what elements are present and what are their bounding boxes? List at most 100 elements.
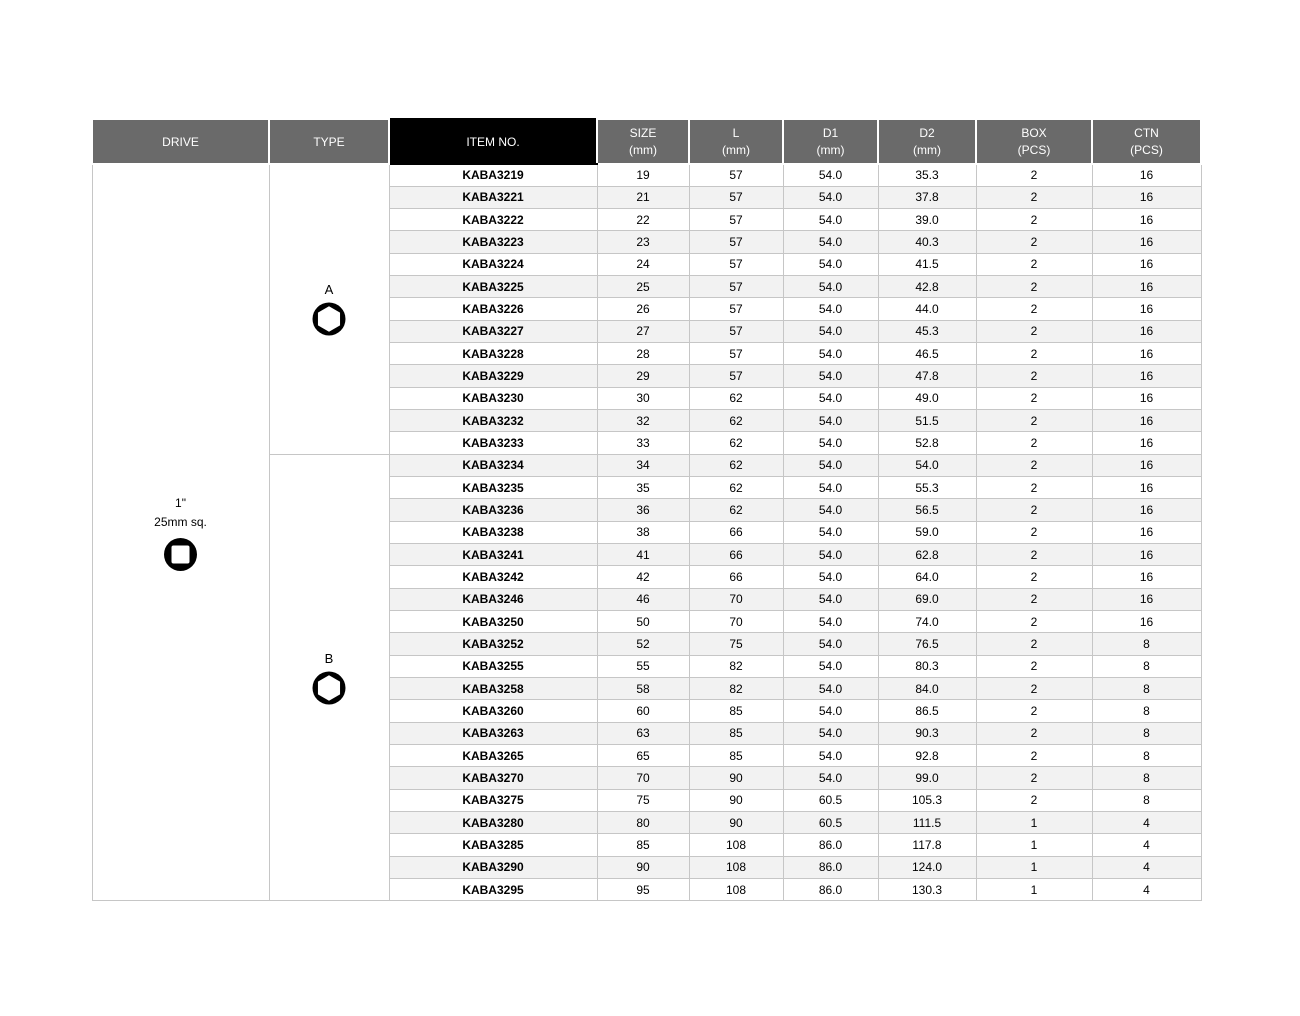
item-no-cell: KABA3295 xyxy=(388,877,598,902)
table-row: 1" 25mm sq. A KABA3219 19 57 54.0 35.3 2 16 xyxy=(91,163,1202,902)
table-row: KABA3227 27 57 54.0 45.3 2 16 xyxy=(92,319,1202,344)
ctn-cell: 16 xyxy=(1091,610,1202,634)
item-no-cell: KABA3226 xyxy=(388,297,598,321)
d2-cell: 117.8 xyxy=(877,833,977,857)
d2-cell: 62.8 xyxy=(877,543,977,567)
d1-cell: 54.0 xyxy=(782,721,879,746)
d2-cell: 74.0 xyxy=(877,610,977,634)
ctn-cell: 16 xyxy=(1091,185,1202,210)
table-row: KABA3235 35 62 54.0 55.3 2 16 xyxy=(92,476,1202,500)
header-drive: DRIVE xyxy=(91,118,270,165)
header-row: DRIVE TYPE ITEM NO. SIZE (mm) L (mm) D1 … xyxy=(91,118,1202,165)
ctn-cell: 16 xyxy=(1091,543,1202,567)
ctn-cell: 8 xyxy=(1091,699,1202,723)
table-row: B KABA3234 34 62 54.0 54.0 2 16 xyxy=(92,453,1202,902)
d2-cell: 59.0 xyxy=(877,520,977,545)
size-cell: 58 xyxy=(596,677,690,701)
d1-cell: 54.0 xyxy=(782,275,879,299)
item-no-cell: KABA3222 xyxy=(388,208,598,232)
item-no-cell: KABA3224 xyxy=(388,252,598,277)
hexagon-socket-icon xyxy=(312,302,346,336)
d2-cell: 40.3 xyxy=(877,230,977,254)
size-cell: 63 xyxy=(596,721,690,746)
box-cell: 2 xyxy=(975,342,1093,366)
ctn-cell: 16 xyxy=(1091,230,1202,254)
table-row: KABA3270 70 90 54.0 99.0 2 8 xyxy=(92,766,1202,790)
table-row: KABA3225 25 57 54.0 42.8 2 16 xyxy=(92,275,1202,299)
box-cell: 2 xyxy=(975,230,1093,254)
ctn-cell: 16 xyxy=(1091,364,1202,388)
ctn-cell: 16 xyxy=(1091,342,1202,366)
d2-cell: 99.0 xyxy=(877,766,977,790)
ctn-cell: 16 xyxy=(1091,587,1202,612)
header-d2: D2 (mm) xyxy=(877,118,977,165)
size-cell: 55 xyxy=(596,654,690,679)
size-cell: 42 xyxy=(596,565,690,589)
length-cell: 108 xyxy=(688,877,784,902)
size-cell: 32 xyxy=(596,409,690,433)
header-item-no: ITEM NO. xyxy=(388,118,598,165)
d2-cell: 69.0 xyxy=(877,587,977,612)
table-row: KABA3295 95 108 86.0 130.3 1 4 xyxy=(92,877,1202,902)
box-cell: 2 xyxy=(975,409,1093,433)
d2-cell: 44.0 xyxy=(877,297,977,321)
length-cell: 90 xyxy=(688,766,784,790)
d1-cell: 54.0 xyxy=(782,185,879,210)
length-cell: 66 xyxy=(688,543,784,567)
item-no-cell: KABA3280 xyxy=(388,811,598,835)
size-cell: 60 xyxy=(596,699,690,723)
d1-cell: 54.0 xyxy=(782,610,879,634)
size-cell: 41 xyxy=(596,543,690,567)
item-no-cell: KABA3230 xyxy=(388,386,598,411)
d2-cell: 46.5 xyxy=(877,342,977,366)
d1-cell: 54.0 xyxy=(782,252,879,277)
d2-cell: 124.0 xyxy=(877,855,977,880)
box-cell: 2 xyxy=(975,766,1093,790)
d2-cell: 56.5 xyxy=(877,498,977,522)
size-cell: 33 xyxy=(596,431,690,455)
box-cell: 2 xyxy=(975,252,1093,277)
item-no-cell: KABA3235 xyxy=(388,476,598,500)
box-cell: 2 xyxy=(975,431,1093,455)
ctn-cell: 16 xyxy=(1091,163,1202,187)
length-cell: 62 xyxy=(688,409,784,433)
type-label: B xyxy=(324,650,334,666)
d2-cell: 42.8 xyxy=(877,275,977,299)
box-cell: 2 xyxy=(975,520,1093,545)
ctn-cell: 8 xyxy=(1091,766,1202,790)
length-cell: 85 xyxy=(688,699,784,723)
size-cell: 34 xyxy=(596,453,690,478)
size-cell: 46 xyxy=(596,587,690,612)
table-row: KABA3238 38 66 54.0 59.0 2 16 xyxy=(92,520,1202,545)
item-no-cell: KABA3219 xyxy=(388,163,598,187)
product-spec-table-wrap: DRIVE TYPE ITEM NO. SIZE (mm) L (mm) D1 … xyxy=(91,118,1202,902)
header-ctn: CTN (PCS) xyxy=(1091,118,1202,165)
box-cell: 2 xyxy=(975,275,1093,299)
drive-cell: 1" 25mm sq. xyxy=(91,163,270,902)
ctn-cell: 8 xyxy=(1091,632,1202,656)
box-cell: 2 xyxy=(975,453,1093,478)
table-row: KABA3258 58 82 54.0 84.0 2 8 xyxy=(92,677,1202,701)
length-cell: 57 xyxy=(688,163,784,187)
box-cell: 2 xyxy=(975,543,1093,567)
box-cell: 2 xyxy=(975,319,1093,344)
d1-cell: 60.5 xyxy=(782,788,879,813)
length-cell: 82 xyxy=(688,654,784,679)
d1-cell: 54.0 xyxy=(782,409,879,433)
header-box-line1: BOX xyxy=(1021,125,1047,140)
type-info: B xyxy=(270,651,389,705)
table-row: KABA3230 30 62 54.0 49.0 2 16 xyxy=(92,386,1202,411)
ctn-cell: 16 xyxy=(1091,476,1202,500)
d2-cell: 64.0 xyxy=(877,565,977,589)
d2-cell: 37.8 xyxy=(877,185,977,210)
table-row: KABA3223 23 57 54.0 40.3 2 16 xyxy=(92,230,1202,254)
table-row: KABA3290 90 108 86.0 124.0 1 4 xyxy=(92,855,1202,880)
length-cell: 70 xyxy=(688,587,784,612)
ctn-cell: 16 xyxy=(1091,498,1202,522)
length-cell: 57 xyxy=(688,275,784,299)
ctn-cell: 16 xyxy=(1091,520,1202,545)
item-no-cell: KABA3290 xyxy=(388,855,598,880)
length-cell: 62 xyxy=(688,431,784,455)
ctn-cell: 16 xyxy=(1091,565,1202,589)
